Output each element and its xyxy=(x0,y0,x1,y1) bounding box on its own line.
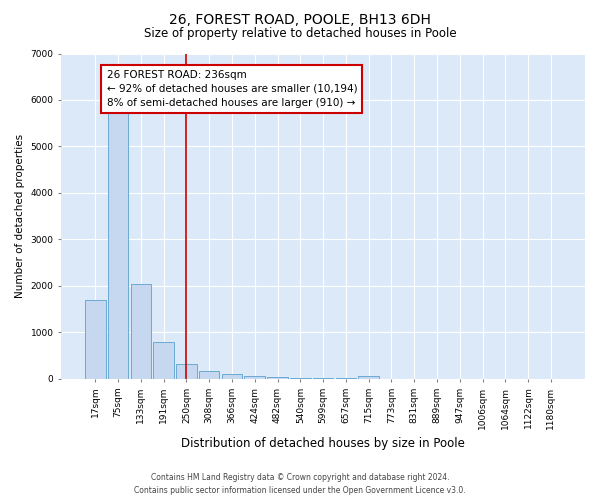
Bar xyxy=(154,342,174,379)
Bar xyxy=(199,371,220,379)
Bar xyxy=(358,376,379,379)
Bar xyxy=(267,378,288,379)
Text: Contains HM Land Registry data © Crown copyright and database right 2024.
Contai: Contains HM Land Registry data © Crown c… xyxy=(134,474,466,495)
Bar xyxy=(290,378,311,379)
Bar xyxy=(244,376,265,379)
Bar xyxy=(85,300,106,379)
Y-axis label: Number of detached properties: Number of detached properties xyxy=(15,134,25,298)
Bar xyxy=(222,374,242,379)
Bar xyxy=(176,364,197,379)
Text: Size of property relative to detached houses in Poole: Size of property relative to detached ho… xyxy=(143,28,457,40)
X-axis label: Distribution of detached houses by size in Poole: Distribution of detached houses by size … xyxy=(181,437,465,450)
Bar xyxy=(131,284,151,379)
Text: 26, FOREST ROAD, POOLE, BH13 6DH: 26, FOREST ROAD, POOLE, BH13 6DH xyxy=(169,12,431,26)
Text: 26 FOREST ROAD: 236sqm
← 92% of detached houses are smaller (10,194)
8% of semi-: 26 FOREST ROAD: 236sqm ← 92% of detached… xyxy=(107,70,357,108)
Bar xyxy=(108,110,128,379)
